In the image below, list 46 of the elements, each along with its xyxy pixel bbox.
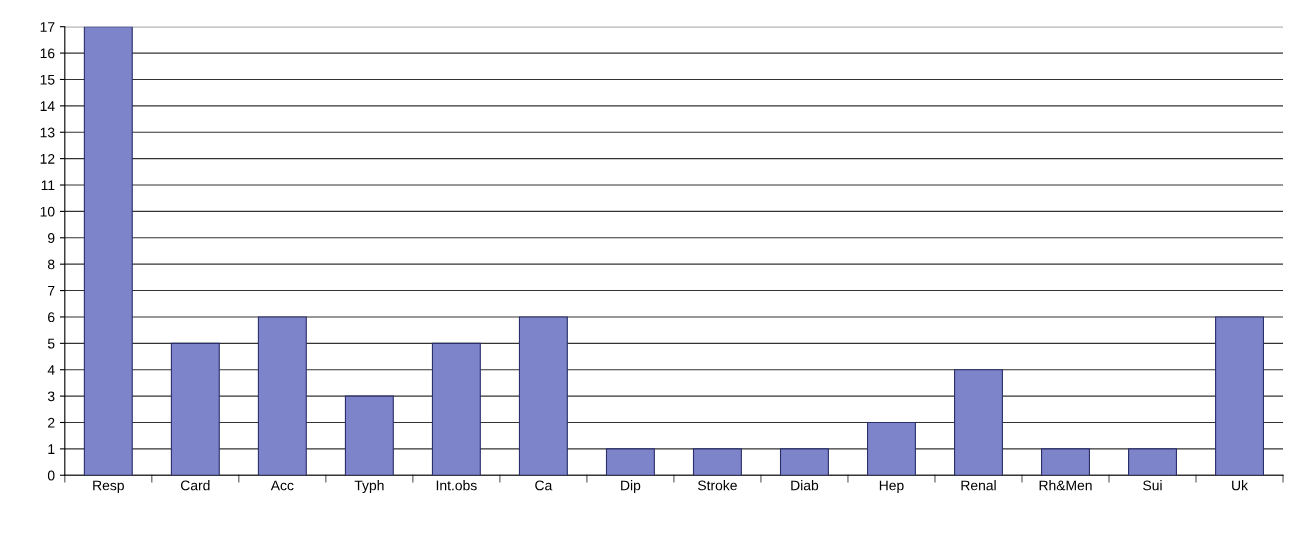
x-tick-label: Renal <box>961 480 996 491</box>
y-tick-label: 16 <box>40 48 55 59</box>
bar <box>344 395 394 476</box>
x-tick-label: Stroke <box>697 480 737 491</box>
x-tick-label: Hep <box>879 480 904 494</box>
y-tick-label: 2 <box>48 417 55 428</box>
y-tick-label: 17 <box>40 22 55 32</box>
x-tick-label: Typh <box>354 480 384 494</box>
y-tick-label: 8 <box>47 259 55 270</box>
x-tick-label: Diab <box>791 480 819 491</box>
x-tick-label: Rh&Men <box>1039 480 1092 491</box>
y-tick-label: 14 <box>40 101 55 111</box>
bar <box>605 448 655 476</box>
x-tick-label: Dip <box>621 480 641 494</box>
bar <box>1041 448 1090 476</box>
y-tick-label: 3 <box>47 391 55 402</box>
x-tick-label: Sui <box>1143 480 1162 491</box>
x-tick-label: Uk <box>1232 480 1249 491</box>
bar <box>170 342 220 476</box>
x-tick-label: Int.obs <box>436 480 477 491</box>
bar <box>518 316 568 476</box>
y-tick-label: 1 <box>48 444 55 454</box>
y-tick-label: 5 <box>47 338 55 349</box>
y-tick-label: 10 <box>40 206 55 217</box>
y-tick-label: 4 <box>47 365 55 375</box>
x-tick-label: Resp <box>93 480 124 494</box>
y-tick-label: 6 <box>48 312 55 323</box>
x-tick-label: Card <box>180 480 210 491</box>
y-tick-label: 15 <box>40 74 55 85</box>
y-tick-label: 11 <box>41 180 55 191</box>
bar <box>431 342 481 476</box>
y-tick-label: 0 <box>47 470 55 481</box>
bar <box>257 316 307 476</box>
y-tick-label: 9 <box>48 233 55 243</box>
y-tick-label: 13 <box>40 127 55 138</box>
bar <box>1215 316 1265 476</box>
x-tick-label: Ca <box>535 480 553 491</box>
y-tick-label: 12 <box>40 153 55 164</box>
bar <box>953 369 1003 476</box>
bar <box>779 448 829 476</box>
x-tick-label: Acc <box>270 480 294 491</box>
bar <box>866 421 916 476</box>
bar <box>1128 448 1177 476</box>
bar <box>692 448 742 476</box>
bar <box>83 26 133 476</box>
y-tick-label: 7 <box>48 286 55 296</box>
